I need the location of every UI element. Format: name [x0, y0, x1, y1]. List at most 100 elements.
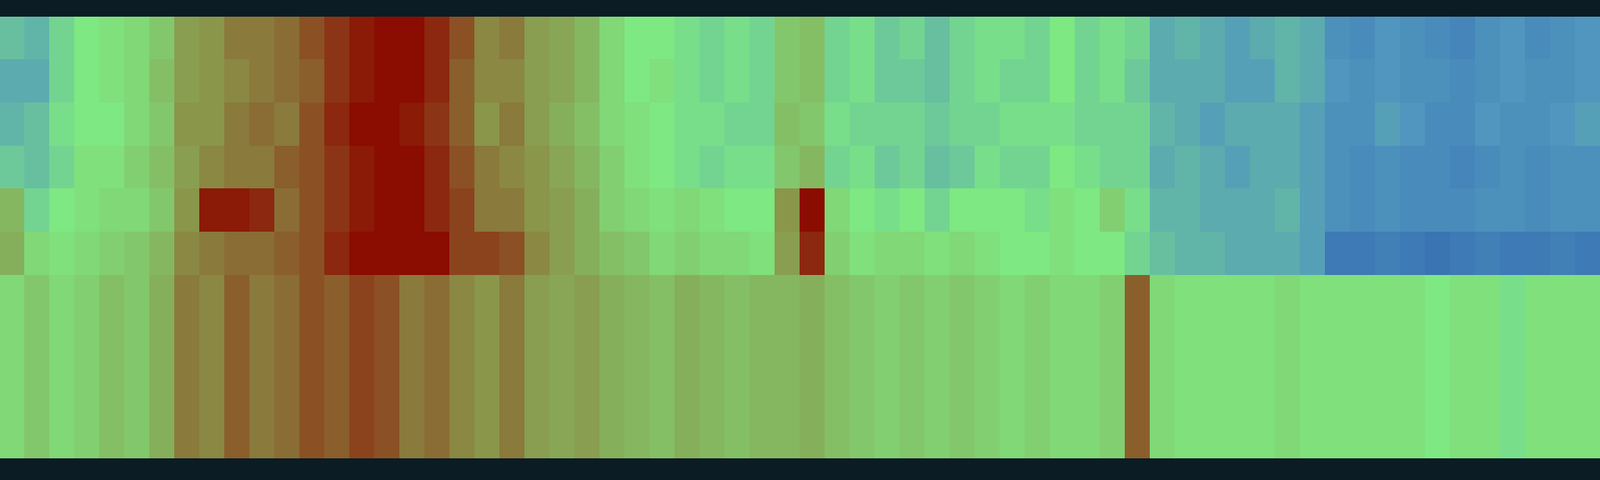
heatmap-cell: [1374, 145, 1401, 190]
heatmap-cell: [1249, 188, 1276, 233]
heatmap-cell: [799, 145, 826, 190]
heatmap-cell: [1149, 275, 1176, 459]
heatmap-cell: [774, 188, 801, 233]
heatmap-cell: [774, 59, 801, 104]
heatmap-cell: [624, 231, 651, 276]
heatmap-cell: [249, 145, 276, 190]
heatmap-cell: [949, 231, 976, 276]
heatmap-cell: [1549, 188, 1576, 233]
heatmap-cell: [99, 231, 126, 276]
heatmap-cell: [824, 275, 851, 459]
heatmap-cell: [1149, 102, 1176, 146]
heatmap-cell: [599, 188, 626, 233]
heatmap-cell: [1549, 145, 1576, 190]
heatmap-cell: [49, 145, 76, 190]
heatmap-cell: [349, 59, 376, 104]
heatmap-cell: [1499, 188, 1526, 233]
heatmap-cell: [874, 16, 901, 61]
heatmap-cell: [599, 145, 626, 190]
heatmap-cell: [674, 231, 701, 276]
heatmap-cell: [474, 188, 501, 233]
heatmap-cell: [1499, 59, 1526, 104]
heatmap-cell: [1524, 102, 1551, 146]
heatmap-cell: [1349, 188, 1376, 233]
heatmap-cell: [799, 102, 826, 146]
heatmap-cell: [74, 16, 101, 61]
heatmap-cell: [0, 188, 26, 233]
heatmap-cell: [1049, 188, 1076, 233]
heatmap-cell: [174, 16, 201, 61]
heatmap-cell: [1474, 59, 1501, 104]
heatmap-cell: [949, 145, 976, 190]
heatmap-cell: [149, 188, 176, 233]
heatmap-cell: [74, 145, 101, 190]
heatmap-cell: [1124, 231, 1151, 276]
heatmap-cell: [949, 102, 976, 146]
heatmap-cell: [824, 102, 851, 146]
heatmap-cell: [1449, 145, 1476, 190]
heatmap-cell: [1274, 145, 1301, 190]
heatmap-cell: [1224, 16, 1251, 61]
heatmap-cell: [999, 16, 1026, 61]
heatmap-cell: [1324, 231, 1351, 276]
heatmap-cell: [1449, 231, 1476, 276]
heatmap-cell: [949, 188, 976, 233]
heatmap-cell: [1074, 145, 1101, 190]
heatmap-cell: [999, 275, 1026, 459]
heatmap-cell: [1199, 59, 1226, 104]
heatmap-cell: [1349, 145, 1376, 190]
heatmap-cell: [1524, 275, 1551, 459]
heatmap-cell: [474, 231, 501, 276]
heatmap-cell: [199, 275, 226, 459]
heatmap-cell: [1399, 16, 1426, 61]
heatmap-cell: [1024, 59, 1051, 104]
heatmap-cell: [1349, 59, 1376, 104]
heatmap-cell: [949, 275, 976, 459]
heatmap-cell: [474, 275, 501, 459]
heatmap-cell: [374, 16, 401, 61]
heatmap-cell: [1399, 102, 1426, 146]
heatmap-cell: [1224, 102, 1251, 146]
heatmap-cell: [474, 102, 501, 146]
heatmap-cell: [224, 231, 251, 276]
heatmap-cell: [1249, 145, 1276, 190]
heatmap-cell: [1249, 59, 1276, 104]
heatmap-cell: [1124, 16, 1151, 61]
heatmap-cell: [1274, 275, 1301, 459]
heatmap-cell: [1124, 59, 1151, 104]
heatmap-cell: [274, 145, 301, 190]
heatmap-cell: [649, 188, 676, 233]
heatmap-cell: [549, 16, 576, 61]
heatmap-cell: [624, 188, 651, 233]
heatmap-cell: [1374, 231, 1401, 276]
heatmap-cell: [599, 16, 626, 61]
heatmap-cell: [74, 231, 101, 276]
heatmap-cell: [1299, 145, 1326, 190]
heatmap-cell: [149, 16, 176, 61]
heatmap-cell: [224, 16, 251, 61]
heatmap-cell: [949, 59, 976, 104]
heatmap-cell: [1574, 16, 1600, 61]
heatmap-cell: [1324, 102, 1351, 146]
heatmap-cell: [499, 145, 526, 190]
heatmap-cell: [649, 102, 676, 146]
heatmap-cell: [449, 188, 476, 233]
heatmap-cell: [274, 275, 301, 459]
heatmap-cell: [124, 188, 151, 233]
heatmap-cell: [399, 188, 426, 233]
heatmap-cell: [1474, 231, 1501, 276]
heatmap-cell: [749, 275, 776, 459]
heatmap-cell: [1549, 231, 1576, 276]
heatmap-cell: [274, 231, 301, 276]
heatmap-cell: [1274, 16, 1301, 61]
heatmap-cell: [549, 188, 576, 233]
heatmap-panel: [0, 16, 1600, 276]
heatmap-cell: [299, 59, 326, 104]
heatmap-cell: [549, 145, 576, 190]
heatmap-cell: [1049, 16, 1076, 61]
heatmap-cell: [124, 16, 151, 61]
heatmap-cell: [1274, 102, 1301, 146]
heatmap-cell: [99, 145, 126, 190]
heatmap-cell: [1474, 16, 1501, 61]
heatmap-cell: [1024, 275, 1051, 459]
